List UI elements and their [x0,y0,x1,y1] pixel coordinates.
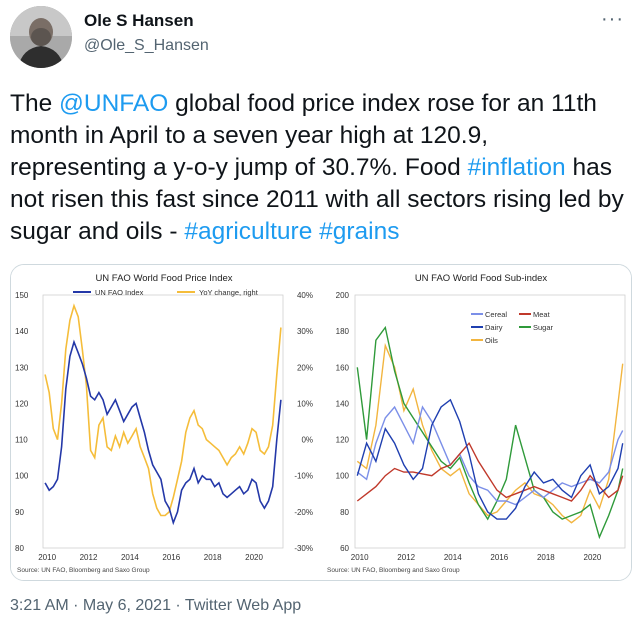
mention-link[interactable]: @UNFAO [59,90,169,117]
series-line-yoy [44,303,282,517]
chart-title: UN FAO World Food Sub-index [415,273,548,284]
y-tick-label: 60 [340,544,349,553]
y-tick-label: 140 [15,327,29,336]
tweet-time[interactable]: 3:21 AM [10,597,69,614]
y-tick-label-right: 0% [301,436,313,445]
chart-source: Source: UN FAO, Bloomberg and Saxo Group [17,567,150,574]
y-tick-label: 100 [15,472,29,481]
author-name[interactable]: Ole S Hansen [84,11,194,30]
tweet-client[interactable]: Twitter Web App [184,597,302,614]
y-tick-label: 140 [336,399,350,408]
chart-panel-left[interactable]: UN FAO World Food Price Index UN FAO Inde… [11,265,317,580]
separator: · [170,597,185,614]
y-tick-label: 120 [336,436,350,445]
series-line-meat [356,441,624,502]
x-tick-label: 2016 [162,553,180,562]
avatar[interactable] [10,6,72,68]
x-tick-label: 2010 [351,553,369,562]
media-divider [317,265,321,580]
legend-label: Dairy [485,323,503,332]
more-options-icon[interactable]: ··· [601,8,624,30]
legend-label: Sugar [533,323,554,332]
plot-frame [42,294,284,549]
legend-label: Cereal [485,310,507,319]
hashtag-link[interactable]: #inflation [467,154,566,181]
avatar-image [10,6,72,68]
y-tick-label: 80 [15,544,24,553]
plot-frame [354,294,626,549]
y-tick-label: 100 [336,472,350,481]
x-tick-label: 2010 [38,553,56,562]
tweet-text-part: has not risen this fast since 2011 with … [10,154,624,245]
chart-title: UN FAO World Food Price Index [95,273,232,284]
x-tick-label: 2014 [121,553,139,562]
series-line-dairy [356,398,624,520]
legend-label: Oils [485,336,498,345]
series-line-sugar [356,325,624,540]
sub-index-chart: UN FAO World Food Sub-index 200 180 160 140 1… [327,273,626,574]
chart-panel-right[interactable]: UN FAO World Food Sub-index 200 180 160 140 1… [321,265,631,580]
tweet-date[interactable]: May 6, 2021 [82,597,171,614]
y-tick-label: 200 [336,291,350,300]
series-line-index [44,339,282,526]
legend-label: Meat [533,310,551,319]
x-tick-label: 2020 [245,553,263,562]
y-tick-label-right: -20% [294,508,313,517]
y-tick-label-right: -30% [294,544,313,553]
y-tick-label-right: -10% [294,472,313,481]
x-tick-label: 2016 [490,553,508,562]
x-tick-label: 2018 [204,553,222,562]
hashtag-link[interactable]: #agriculture [184,218,313,245]
y-tick-label-right: 20% [297,363,313,372]
y-tick-label: 90 [15,508,24,517]
y-tick-label: 160 [336,363,350,372]
legend-label: UN FAO Index [95,288,144,297]
y-tick-label-right: 10% [297,399,313,408]
y-tick-label: 180 [336,327,350,336]
chart-source: Source: UN FAO, Bloomberg and Saxo Group [327,567,460,574]
x-tick-label: 2018 [537,553,555,562]
series-line-cereal [356,405,624,506]
y-tick-label: 130 [15,363,29,372]
x-tick-label: 2014 [444,553,462,562]
tweet-text-part: The [10,90,60,117]
y-tick-label: 120 [15,399,29,408]
author-handle[interactable]: @Ole_S_Hansen [84,37,209,54]
legend-label: YoY change, right [199,288,259,297]
hashtag-link[interactable]: #grains [319,218,400,245]
y-tick-label: 110 [15,436,28,445]
y-tick-label: 80 [340,508,349,517]
x-tick-label: 2020 [584,553,602,562]
tweet-text-part: global food price index rose for an 11th… [10,90,597,181]
x-tick-label: 2012 [80,553,98,562]
y-tick-label: 150 [15,291,29,300]
series-line-oils [356,342,624,524]
y-tick-label-right: 40% [297,291,313,300]
tweet-text: The @UNFAO global food price index rose … [10,88,630,248]
tweet-meta: 3:21 AM · May 6, 2021 · Twitter Web App [10,597,301,615]
tweet-media[interactable]: UN FAO World Food Price Index UN FAO Inde… [10,264,632,581]
separator: · [68,597,83,614]
price-index-chart: UN FAO World Food Price Index UN FAO Inde… [15,273,313,574]
y-tick-label-right: 30% [297,327,313,336]
x-tick-label: 2012 [397,553,415,562]
